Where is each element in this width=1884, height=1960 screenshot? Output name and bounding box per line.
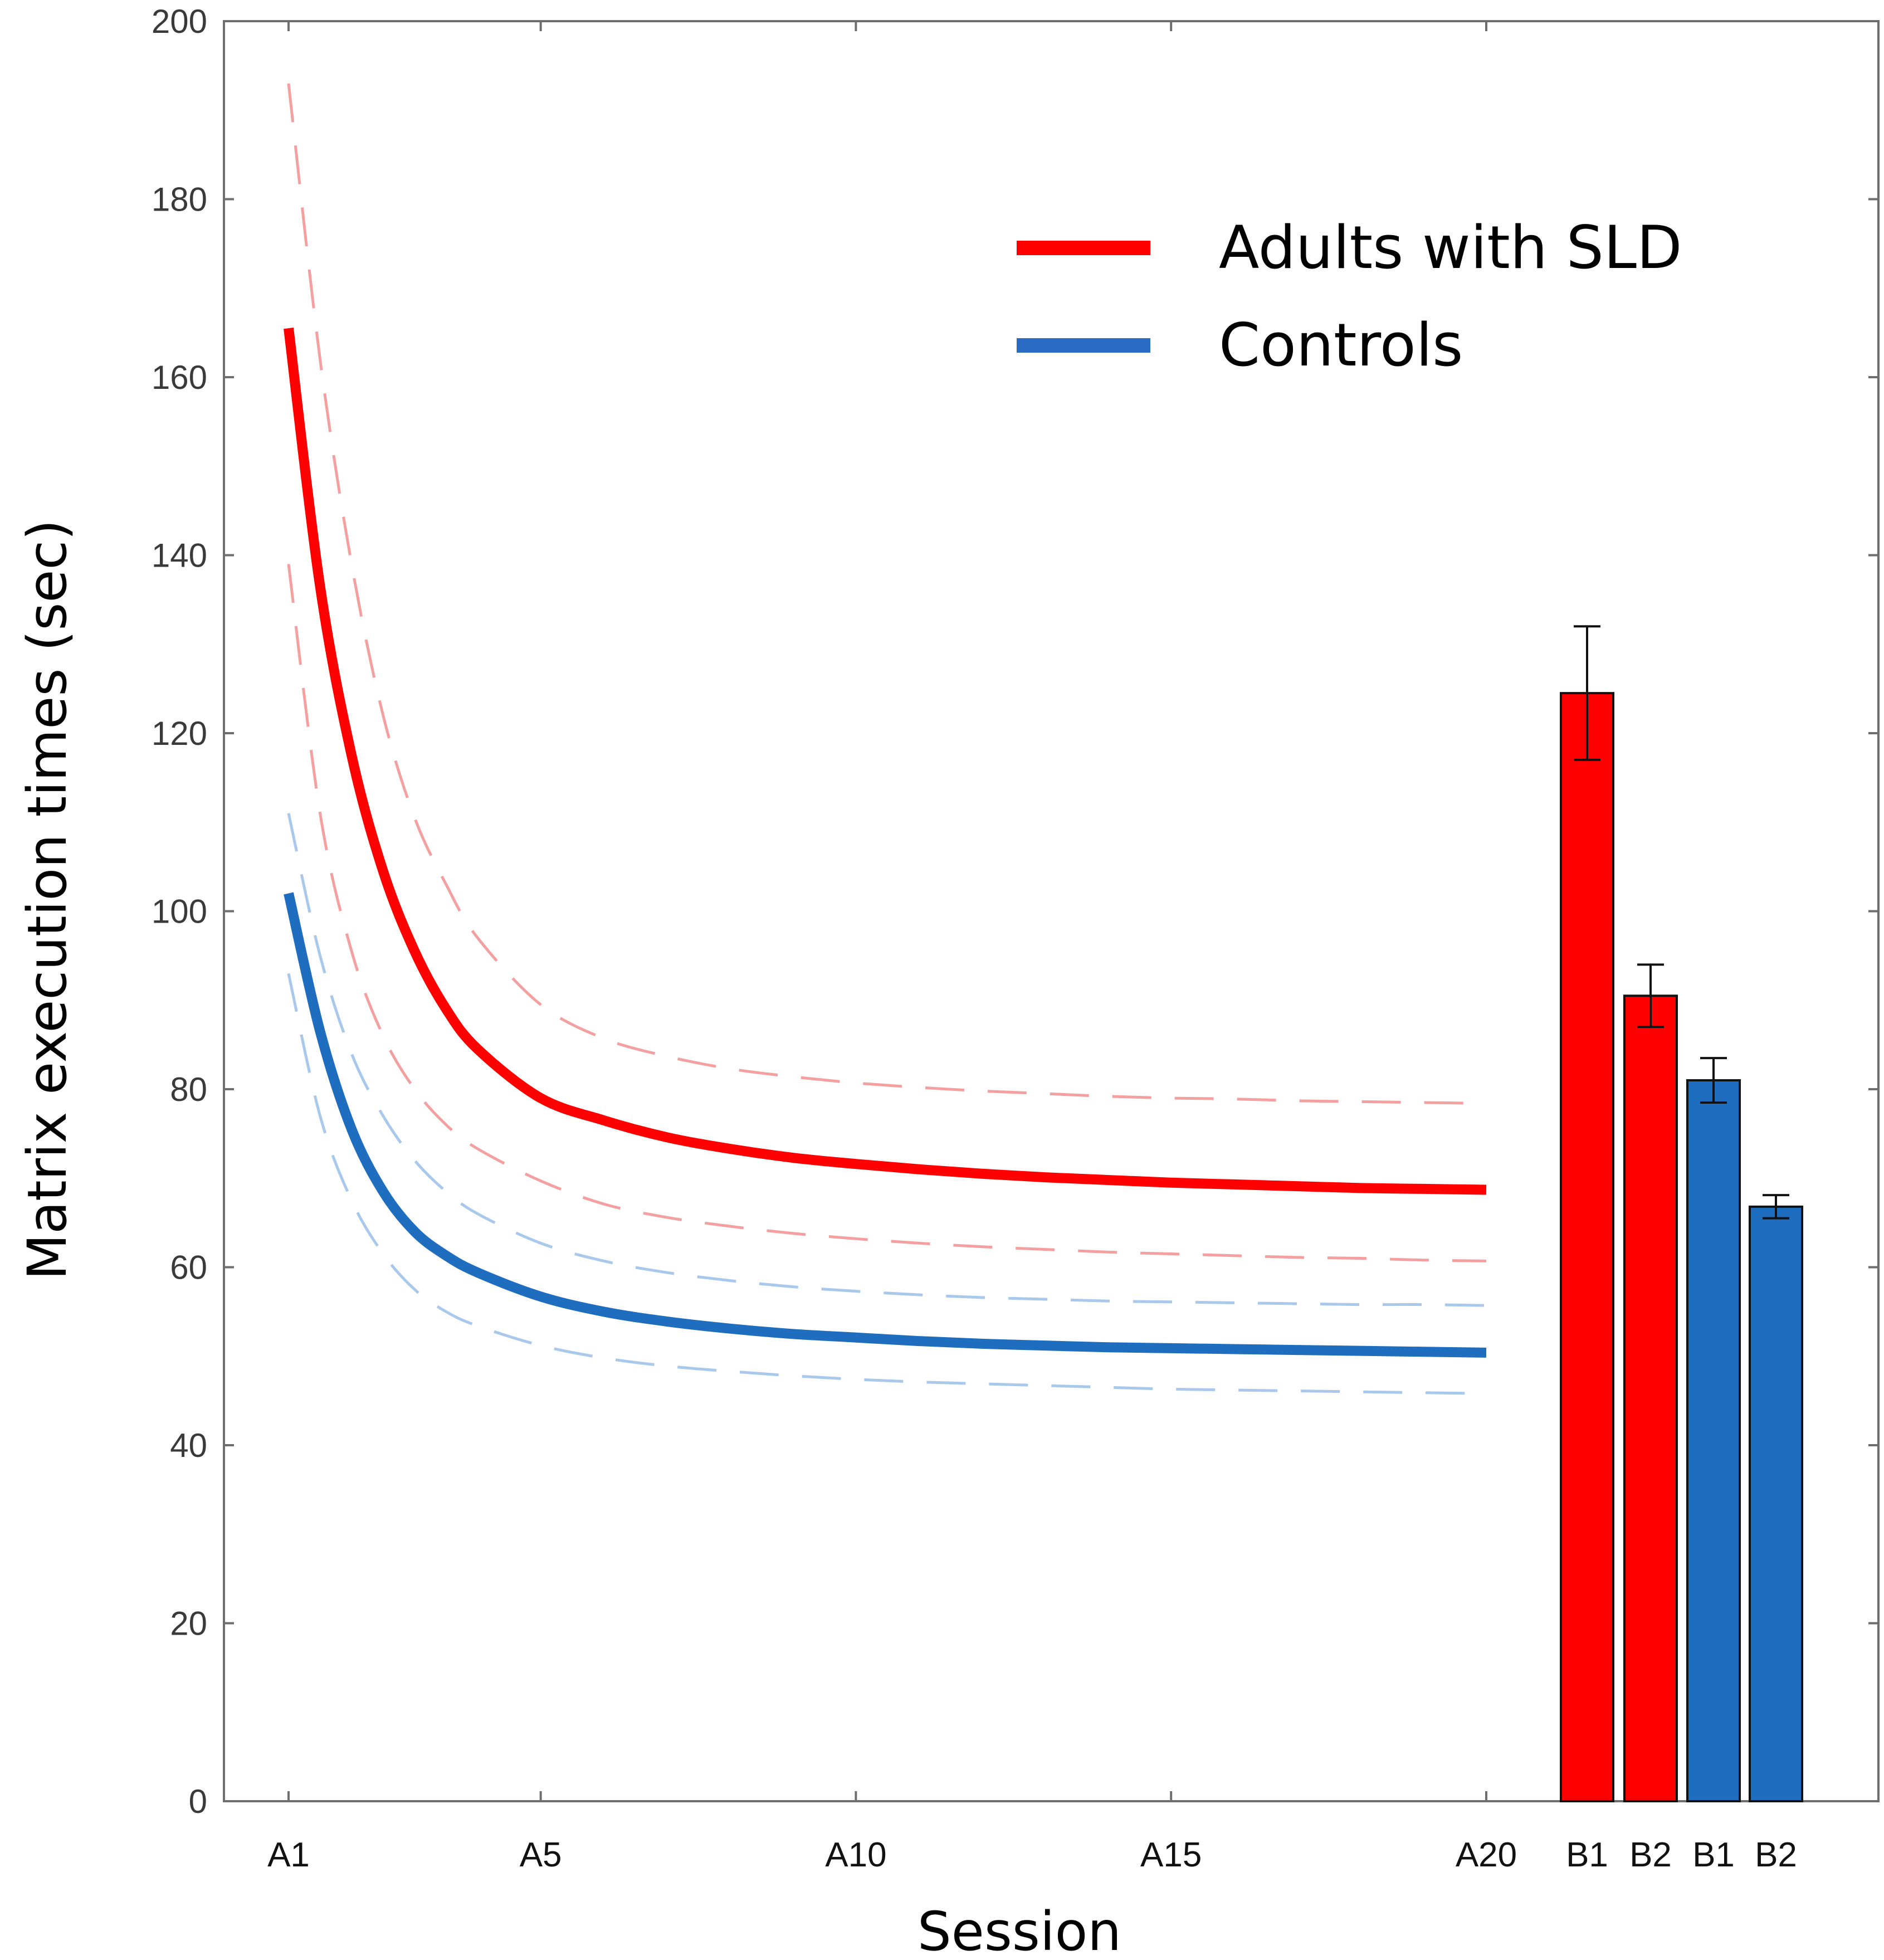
series-line-adults-with-sld bbox=[284, 328, 1487, 1195]
series-line-controls-lower-bound bbox=[287, 973, 1487, 1395]
x-tick-label: A15 bbox=[1140, 1836, 1202, 1874]
y-tick-label: 160 bbox=[152, 359, 207, 396]
y-axis-ticks: 0 20 40 60 80 100 120 140 160 180 200 bbox=[152, 3, 1878, 1820]
series-line-controls-upper-bound bbox=[287, 813, 1487, 1307]
x-tick-label: A1 bbox=[267, 1836, 310, 1874]
line-series bbox=[284, 83, 1487, 1395]
bar-category-label: B2 bbox=[1755, 1836, 1797, 1874]
series-line-controls bbox=[284, 892, 1487, 1358]
bar-b1-controls bbox=[1686, 1079, 1741, 1802]
bar-category-label: B2 bbox=[1629, 1836, 1672, 1874]
y-tick-label: 80 bbox=[170, 1071, 207, 1108]
y-tick-label: 180 bbox=[152, 181, 207, 218]
y-axis-title: Matrix execution times (sec) bbox=[16, 519, 79, 1280]
y-tick-label: 100 bbox=[152, 893, 207, 930]
bar-b2-controls bbox=[1749, 1205, 1803, 1803]
x-tick-label: A10 bbox=[825, 1836, 886, 1874]
x-axis-ticks: A1 A5 A10 A15 A20 bbox=[267, 21, 1517, 1874]
legend: Adults with SLD Controls bbox=[1017, 213, 1682, 379]
bar-category-label: B1 bbox=[1566, 1836, 1608, 1874]
series-line-adults-with-sld-lower-bound bbox=[287, 564, 1487, 1262]
bar-category-label: B1 bbox=[1692, 1836, 1735, 1874]
bar-b1-sld bbox=[1560, 692, 1614, 1802]
x-axis-title: Session bbox=[917, 1900, 1121, 1960]
legend-label-sld: Adults with SLD bbox=[1219, 213, 1682, 282]
bar-b2-sld bbox=[1623, 994, 1678, 1802]
y-tick-label: 0 bbox=[189, 1783, 207, 1820]
y-tick-label: 60 bbox=[170, 1249, 207, 1286]
series-line-adults-with-sld-upper-bound bbox=[287, 83, 1487, 1105]
y-tick-label: 200 bbox=[152, 3, 207, 40]
legend-label-controls: Controls bbox=[1219, 311, 1463, 379]
x-tick-label: A20 bbox=[1456, 1836, 1517, 1874]
bar-group: B1 B2 B1 B2 bbox=[1560, 625, 1803, 1874]
y-tick-label: 40 bbox=[170, 1427, 207, 1464]
y-tick-label: 120 bbox=[152, 715, 207, 752]
x-tick-label: A5 bbox=[520, 1836, 562, 1874]
y-tick-label: 20 bbox=[170, 1605, 207, 1642]
y-tick-label: 140 bbox=[152, 537, 207, 574]
